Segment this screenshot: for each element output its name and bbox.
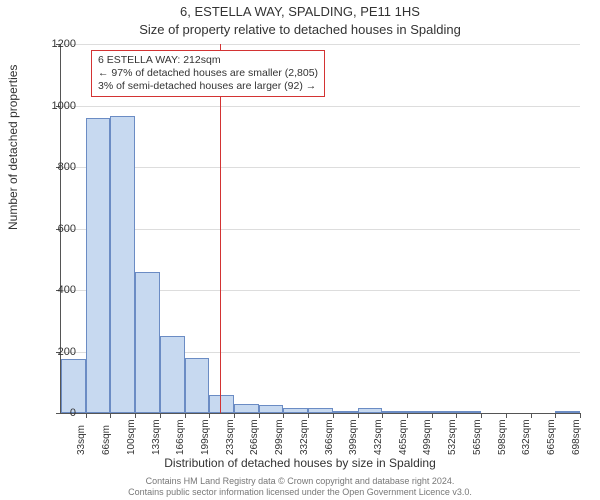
- xtick-label: 233sqm: [225, 419, 236, 455]
- xtick-mark: [555, 413, 556, 418]
- xtick-label: 366sqm: [324, 419, 335, 455]
- xtick-label: 33sqm: [76, 425, 87, 455]
- xtick-label: 432sqm: [373, 419, 384, 455]
- xtick-mark: [481, 413, 482, 418]
- ytick-label: 400: [46, 284, 76, 296]
- annotation-line3: 3% of semi-detached houses are larger (9…: [98, 80, 318, 93]
- footer-line2: Contains public sector information licen…: [0, 487, 600, 498]
- histogram-bar: [135, 272, 160, 413]
- xtick-mark: [209, 413, 210, 418]
- histogram-bar: [407, 411, 432, 413]
- xtick-mark: [382, 413, 383, 418]
- xtick-label: 133sqm: [151, 419, 162, 455]
- xtick-label: 499sqm: [422, 419, 433, 455]
- histogram-bar: [234, 404, 259, 413]
- xtick-label: 100sqm: [126, 419, 137, 455]
- ytick-label: 600: [46, 223, 76, 235]
- x-axis-label: Distribution of detached houses by size …: [0, 456, 600, 470]
- chart-title-line2: Size of property relative to detached ho…: [0, 22, 600, 37]
- xtick-label: 166sqm: [175, 419, 186, 455]
- xtick-mark: [234, 413, 235, 418]
- histogram-bar: [555, 411, 580, 413]
- xtick-label: 532sqm: [447, 419, 458, 455]
- xtick-mark: [259, 413, 260, 418]
- histogram-bar: [110, 116, 135, 413]
- xtick-label: 465sqm: [398, 419, 409, 455]
- histogram-bar: [185, 358, 210, 413]
- xtick-mark: [456, 413, 457, 418]
- ytick-label: 800: [46, 161, 76, 173]
- xtick-label: 598sqm: [497, 419, 508, 455]
- xtick-mark: [506, 413, 507, 418]
- histogram-bar: [209, 395, 234, 413]
- xtick-label: 299sqm: [274, 419, 285, 455]
- ytick-label: 1200: [46, 38, 76, 50]
- footer-line1: Contains HM Land Registry data © Crown c…: [0, 476, 600, 487]
- xtick-mark: [407, 413, 408, 418]
- xtick-mark: [580, 413, 581, 418]
- histogram-bar: [432, 411, 457, 413]
- gridline: [61, 106, 580, 107]
- ytick-label: 1000: [46, 100, 76, 112]
- xtick-mark: [185, 413, 186, 418]
- xtick-mark: [308, 413, 309, 418]
- histogram-bar: [456, 411, 481, 413]
- ytick-label: 200: [46, 346, 76, 358]
- xtick-label: 199sqm: [200, 419, 211, 455]
- xtick-label: 632sqm: [521, 419, 532, 455]
- histogram-bar: [358, 408, 383, 413]
- xtick-mark: [432, 413, 433, 418]
- histogram-bar: [283, 408, 308, 413]
- annotation-line2: ← 97% of detached houses are smaller (2,…: [98, 67, 318, 80]
- xtick-label: 266sqm: [249, 419, 260, 455]
- xtick-mark: [283, 413, 284, 418]
- xtick-mark: [333, 413, 334, 418]
- chart-title-line1: 6, ESTELLA WAY, SPALDING, PE11 1HS: [0, 4, 600, 19]
- xtick-mark: [358, 413, 359, 418]
- chart-container: 6, ESTELLA WAY, SPALDING, PE11 1HS Size …: [0, 0, 600, 500]
- xtick-mark: [110, 413, 111, 418]
- xtick-label: 399sqm: [348, 419, 359, 455]
- xtick-label: 698sqm: [571, 419, 582, 455]
- xtick-mark: [531, 413, 532, 418]
- gridline: [61, 229, 580, 230]
- histogram-bar: [333, 411, 358, 413]
- histogram-bar: [382, 411, 407, 413]
- plot-area: 6 ESTELLA WAY: 212sqm ← 97% of detached …: [60, 44, 580, 414]
- gridline: [61, 44, 580, 45]
- footer-text: Contains HM Land Registry data © Crown c…: [0, 476, 600, 498]
- xtick-label: 665sqm: [546, 419, 557, 455]
- histogram-bar: [259, 405, 284, 413]
- histogram-bar: [61, 359, 86, 413]
- xtick-mark: [160, 413, 161, 418]
- y-axis-label: Number of detached properties: [6, 65, 20, 230]
- xtick-label: 66sqm: [101, 425, 112, 455]
- xtick-label: 565sqm: [472, 419, 483, 455]
- histogram-bar: [86, 118, 111, 413]
- gridline: [61, 167, 580, 168]
- ytick-label: 0: [46, 407, 76, 419]
- xtick-mark: [135, 413, 136, 418]
- histogram-bar: [160, 336, 185, 413]
- xtick-label: 332sqm: [299, 419, 310, 455]
- reference-line: [220, 44, 221, 413]
- annotation-line1: 6 ESTELLA WAY: 212sqm: [98, 54, 318, 67]
- annotation-box: 6 ESTELLA WAY: 212sqm ← 97% of detached …: [91, 50, 325, 97]
- histogram-bar: [308, 408, 333, 413]
- xtick-mark: [86, 413, 87, 418]
